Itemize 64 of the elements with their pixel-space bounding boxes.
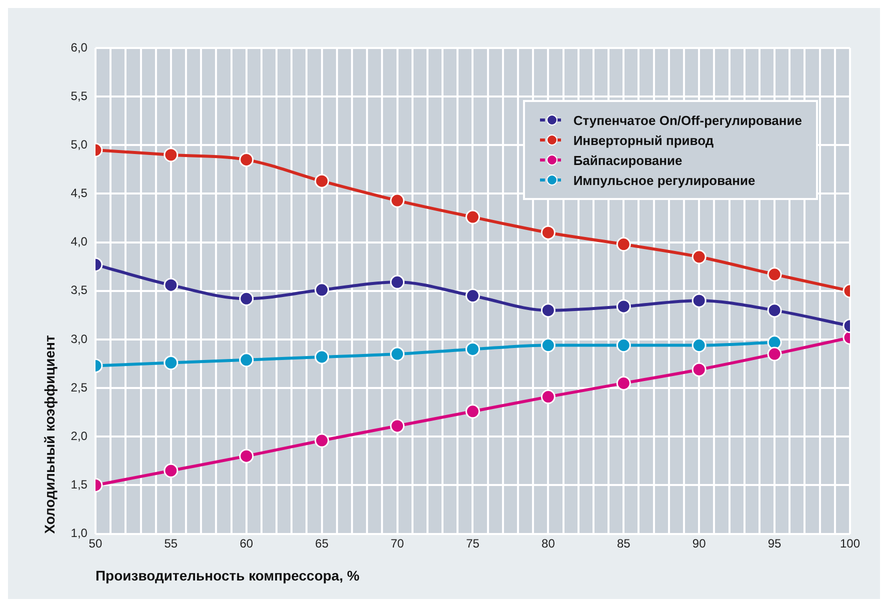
- x-tick-label: 50: [88, 536, 102, 550]
- y-tick-label: 1,0: [70, 526, 88, 540]
- point: [314, 174, 330, 188]
- point: [692, 293, 706, 308]
- point: [314, 433, 330, 448]
- point: [465, 210, 480, 224]
- y-tick-label: 2,5: [70, 380, 88, 394]
- x-tick-label: 95: [768, 536, 782, 550]
- x-axis-title: Производительность компрессора, %: [95, 567, 360, 584]
- x-tick-label: 70: [390, 536, 404, 550]
- point: [239, 152, 254, 167]
- point: [465, 288, 480, 304]
- y-tick-label: 3,5: [70, 283, 88, 298]
- point: [164, 356, 178, 370]
- y-tick-label: 3,0: [70, 332, 88, 346]
- point: [314, 350, 330, 364]
- point: [616, 338, 631, 353]
- x-tick-label: 80: [542, 536, 556, 550]
- point: [616, 376, 631, 390]
- x-tick-label: 100: [840, 536, 860, 550]
- point: [616, 299, 631, 314]
- point: [390, 346, 405, 362]
- point: [390, 193, 405, 208]
- point: [239, 352, 254, 368]
- point: [767, 303, 782, 318]
- point: [767, 335, 782, 350]
- point: [540, 338, 556, 353]
- point: [239, 291, 254, 306]
- point: [239, 448, 254, 464]
- point: [164, 463, 178, 478]
- point: [767, 346, 782, 362]
- x-tick-label: 60: [240, 536, 254, 550]
- y-tick-label: 1,5: [70, 478, 88, 492]
- legend-label: Байпасирование: [573, 152, 682, 168]
- y-tick-label: 5,5: [70, 88, 88, 103]
- point: [540, 225, 556, 240]
- x-tick-label: 65: [315, 536, 329, 550]
- point: [540, 390, 556, 404]
- y-tick-label: 4,0: [70, 234, 88, 249]
- point: [390, 274, 405, 290]
- y-axis-title: Холодильный коэффициент: [41, 334, 58, 534]
- point: [164, 148, 178, 162]
- x-tick-label: 75: [466, 536, 480, 550]
- x-tick-label: 90: [692, 536, 706, 550]
- point: [692, 250, 706, 264]
- legend-label: Ступенчатое On/Off-регулирование: [573, 112, 802, 128]
- point: [164, 278, 178, 292]
- point: [692, 362, 706, 377]
- legend-label: Импульсное регулирование: [573, 172, 756, 188]
- legend-label: Инверторный привод: [573, 132, 714, 148]
- y-tick-label: 5,0: [70, 137, 88, 152]
- point: [465, 404, 480, 419]
- y-tick-label: 4,5: [70, 186, 88, 200]
- point: [314, 282, 330, 298]
- x-tick-label: 55: [164, 536, 178, 550]
- y-tick-label: 6,0: [70, 40, 88, 54]
- point: [390, 418, 405, 434]
- x-tick-label: 85: [616, 536, 631, 550]
- point: [767, 267, 782, 282]
- point: [692, 338, 706, 353]
- y-tick-label: 2,0: [70, 428, 88, 443]
- point: [616, 237, 631, 252]
- point: [465, 342, 480, 356]
- point: [540, 303, 556, 318]
